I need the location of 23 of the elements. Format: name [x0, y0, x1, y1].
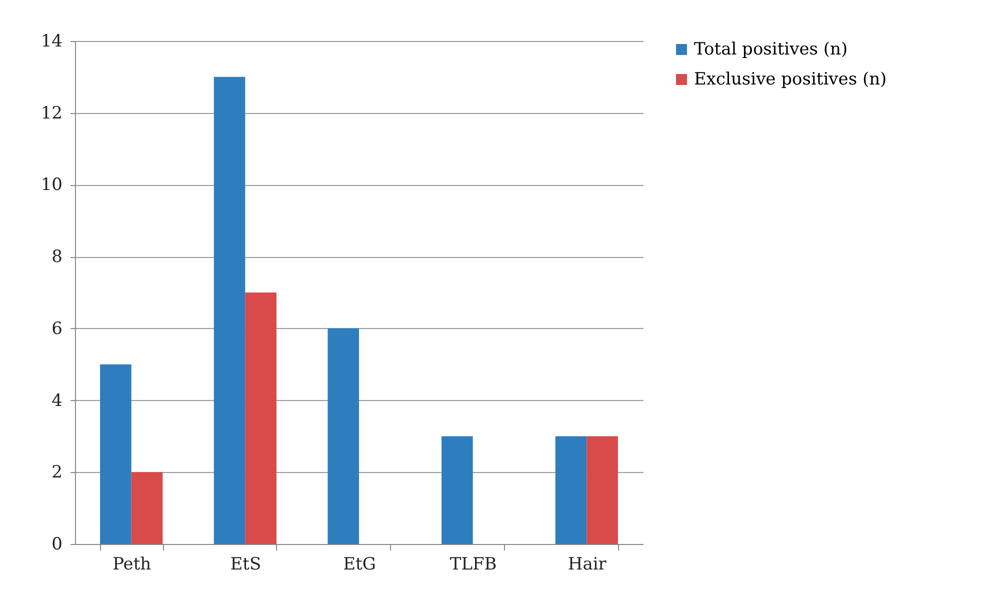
y-tick-label: 10	[40, 175, 62, 196]
bar	[586, 436, 618, 544]
legend-label: Exclusive positives (n)	[694, 70, 887, 90]
x-tick-label: Peth	[112, 554, 152, 574]
y-tick-label: 2	[52, 462, 62, 483]
y-tick-label: 12	[40, 103, 62, 124]
y-tick-label: 6	[52, 318, 62, 339]
bar	[442, 436, 473, 544]
y-tick-label: 14	[40, 32, 62, 52]
x-tick-label: Hair	[568, 554, 608, 574]
bar	[100, 364, 132, 544]
y-tick-label: 4	[52, 390, 62, 411]
y-tick-label: 0	[52, 534, 62, 554]
bar	[245, 292, 276, 544]
legend-label: Total positives (n)	[694, 40, 848, 60]
bar	[328, 328, 359, 544]
y-tick-label: 8	[52, 247, 62, 268]
bar	[214, 76, 246, 544]
x-tick-label: EtG	[343, 554, 376, 574]
bar	[555, 436, 587, 544]
bar	[131, 472, 163, 544]
x-tick-label: TLFB	[450, 554, 497, 574]
x-tick-label: EtS	[230, 554, 262, 574]
